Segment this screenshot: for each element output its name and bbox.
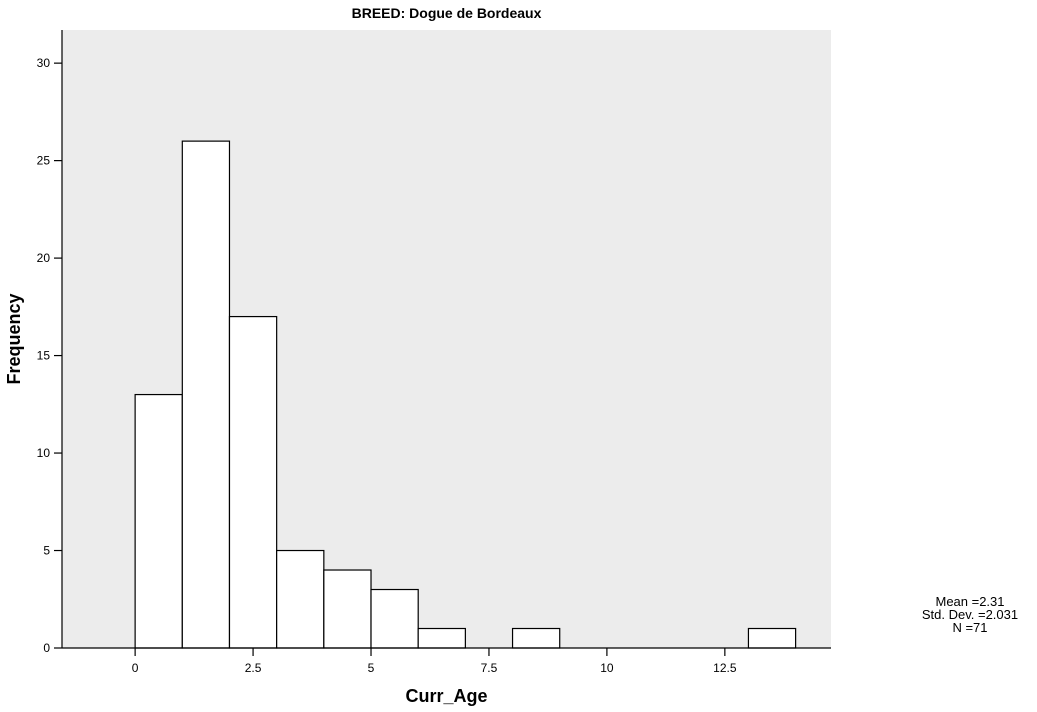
x-tick-label: 0 (132, 661, 139, 675)
x-axis-label: Curr_Age (405, 686, 487, 706)
y-tick-label: 15 (37, 349, 51, 363)
x-tick-label: 7.5 (481, 661, 498, 675)
histogram-bar-4 (323, 569, 372, 649)
y-tick-label: 25 (37, 154, 51, 168)
axes-group (61, 30, 831, 649)
y-tick-label: 10 (37, 446, 51, 460)
histogram-bar-3 (276, 549, 325, 649)
y-tick-label: 0 (43, 641, 50, 655)
histogram-bar-8 (747, 627, 797, 649)
ticks-group: 0 5 10 15 20 25 30 0 2.5 5 7.5 10 12.5 (37, 56, 737, 675)
histogram-bar-2 (228, 315, 278, 649)
stat-std-dev: Std. Dev. =2.031 (922, 607, 1018, 622)
chart-title: BREED: Dogue de Bordeaux (352, 5, 542, 21)
stat-n: N =71 (952, 620, 987, 635)
x-tick-label: 12.5 (713, 661, 737, 675)
histogram-bar-6 (417, 627, 466, 649)
x-tick-label: 10 (600, 661, 614, 675)
histogram-bar-1 (181, 140, 231, 649)
stat-mean: Mean =2.31 (935, 594, 1004, 609)
histogram-bar-5 (370, 588, 419, 649)
y-tick-label: 30 (37, 56, 51, 70)
y-axis-label: Frequency (4, 293, 24, 384)
x-tick-label: 2.5 (245, 661, 262, 675)
histogram-bar-7 (511, 627, 561, 649)
stats-summary: Mean =2.31 Std. Dev. =2.031 N =71 (922, 594, 1018, 635)
y-tick-label: 20 (37, 251, 51, 265)
bars-group (134, 140, 797, 649)
histogram-bar-0 (134, 393, 183, 649)
x-tick-label: 5 (368, 661, 375, 675)
y-tick-label: 5 (43, 544, 50, 558)
